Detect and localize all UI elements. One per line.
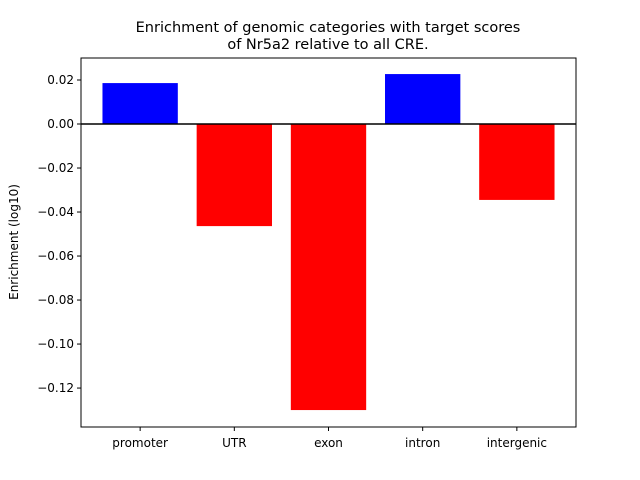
x-tick-label-intergenic: intergenic [487, 436, 547, 450]
bar-intron [385, 74, 461, 125]
bar-UTR [196, 124, 272, 227]
x-tick-label-intron: intron [405, 436, 440, 450]
chart-title-line-1: Enrichment of genomic categories with ta… [136, 20, 521, 36]
x-tick-label-promoter: promoter [112, 436, 168, 450]
x-tick-label-exon: exon [314, 436, 343, 450]
y-tick-label: −0.02 [37, 161, 74, 175]
bars-group [102, 74, 555, 411]
y-axis-label: Enrichment (log10) [7, 184, 21, 300]
y-tick-label: −0.10 [37, 337, 74, 351]
chart-title-line-2: of Nr5a2 relative to all CRE. [227, 37, 428, 53]
x-tick-label-UTR: UTR [222, 436, 246, 450]
x-axis-ticks: promoter UTR exon intron intergenic [112, 427, 547, 450]
y-tick-label: 0.02 [47, 73, 74, 87]
y-tick-label: −0.06 [37, 249, 74, 263]
y-axis-ticks: 0.02 0.00 −0.02 −0.04 −0.06 −0.08 −0.10 −0.12 [37, 73, 81, 395]
bar-exon [290, 124, 367, 411]
bar-intergenic [479, 124, 555, 200]
y-tick-label: −0.04 [37, 205, 74, 219]
bar-promoter [102, 83, 178, 125]
y-tick-label: −0.12 [37, 381, 74, 395]
y-tick-label: −0.08 [37, 293, 74, 307]
y-tick-label: 0.00 [47, 117, 74, 131]
